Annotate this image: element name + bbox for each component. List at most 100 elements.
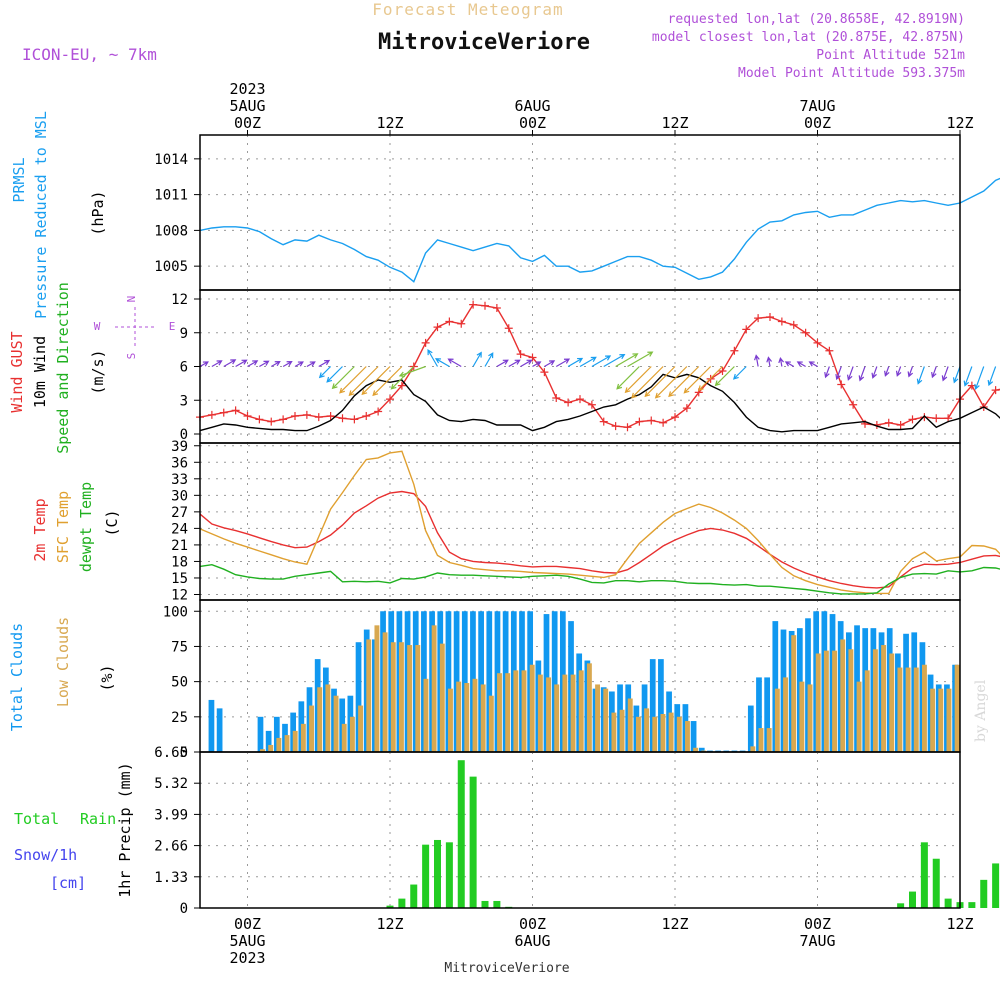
clouds-total-clouds-bar [257, 716, 264, 752]
clouds-low-clouds-bar [268, 744, 274, 752]
wind-arrow [579, 356, 597, 368]
wind-arrow [447, 358, 462, 368]
gust-marker [742, 325, 751, 334]
compass-north: N [125, 296, 138, 303]
bottom-time-label: 00Z [519, 915, 546, 933]
clouds-low-clouds-bar [840, 639, 846, 752]
rain-bar [932, 858, 940, 908]
wind-ytick-label: 9 [180, 326, 188, 342]
pressure-prmsl-line [199, 177, 1000, 283]
clouds-low-clouds-bar [423, 678, 429, 752]
gust-marker [338, 414, 347, 423]
top-time-label: 5AUG [229, 97, 265, 115]
clouds-ytick-label: 75 [171, 639, 188, 655]
temperature-frame [199, 442, 961, 601]
clouds-low-clouds-bar [832, 650, 838, 752]
bottom-time-label: 6AUG [514, 932, 550, 950]
wind-arrow [627, 351, 654, 368]
precip-snow-unit-label: [cm] [50, 874, 86, 892]
wind-arrow [434, 358, 450, 368]
precip-unit-label: 1hr Precip (mm) [116, 762, 134, 897]
temperature-ytick-label: 33 [171, 472, 188, 488]
top-time-label: 7AUG [799, 97, 835, 115]
bottom-time-label: 00Z [804, 915, 831, 933]
clouds-ytick-label: 0 [180, 745, 188, 761]
clouds-low-clouds-bar [390, 642, 396, 752]
gust-marker [623, 423, 632, 432]
wind-arrow [858, 366, 866, 382]
temp-dewpt-label: dewpt Temp [77, 482, 95, 572]
clouds-low-clouds-bar [349, 716, 355, 752]
clouds-low-clouds-bar [750, 746, 756, 752]
rain-bar [944, 898, 952, 908]
precip-ytick-label: 6.65 [154, 745, 188, 761]
clouds-total-clouds-bar [208, 699, 215, 752]
total-clouds-label: Total Clouds [8, 623, 26, 731]
gust-marker [611, 422, 620, 431]
clouds-low-clouds-bar [382, 632, 388, 752]
clouds-low-clouds-bar [693, 747, 699, 752]
clouds-low-clouds-bar [260, 749, 265, 752]
temperature-ytick-label: 21 [171, 538, 188, 554]
clouds-low-clouds-bar [456, 681, 462, 752]
pressure-label-msl: Pressure Reduced to MSL [32, 111, 50, 319]
clouds-low-clouds-bar [546, 677, 551, 752]
clouds-low-clouds-bar [766, 728, 772, 752]
clouds-low-clouds-bar [783, 677, 788, 752]
wind-arrow [223, 359, 237, 368]
clouds-low-clouds-bar [513, 670, 519, 752]
clouds-low-clouds-bar [570, 674, 576, 752]
wind-arrow [916, 366, 925, 385]
temperature-ytick-label: 39 [171, 439, 188, 455]
gust-marker [908, 415, 917, 424]
wind-direction-label: Speed and Direction [54, 282, 72, 454]
gust-marker [433, 323, 442, 332]
clouds-total-clouds-bar [478, 611, 484, 752]
clouds-ytick-label: 100 [163, 604, 188, 620]
temp-sfc-label: SFC Temp [54, 491, 72, 563]
wind-arrow [235, 359, 248, 368]
compass-cross-icon [115, 307, 155, 347]
gust-marker [279, 415, 288, 424]
wind-arrow [683, 366, 712, 394]
wind-arrow [211, 360, 223, 368]
gust-marker [635, 417, 644, 426]
gust-marker [837, 380, 846, 389]
gust-marker [469, 300, 478, 309]
model-altitude: Model Point Altitude 593.375m [738, 66, 965, 81]
wind-arrow [824, 366, 830, 379]
temperature-ytick-label: 36 [171, 455, 188, 471]
top-time-label: 12Z [376, 114, 403, 132]
wind-arrow [339, 366, 367, 394]
clouds-low-clouds-bar [309, 705, 314, 752]
clouds-low-clouds-bar [685, 721, 690, 752]
temp-2m-label: 2m Temp [31, 498, 49, 561]
gust-marker [587, 400, 596, 409]
closest-coords: model closest lon,lat (20.875E, 42.875N) [652, 30, 965, 45]
wind-arrow [199, 361, 209, 368]
gust-marker [516, 350, 525, 359]
gust-marker [492, 304, 501, 312]
wind-arrow [372, 366, 403, 397]
wind-arrow [520, 359, 533, 368]
clouds-low-clouds-bar [578, 670, 584, 752]
wind-arrow [644, 366, 676, 398]
footer-station-name: MitroviceVeriore [444, 961, 569, 976]
wind-arrow [754, 354, 760, 367]
clouds-low-clouds-bar [374, 625, 380, 752]
wind-arrow [974, 366, 985, 391]
wind-arrow [784, 361, 795, 368]
temperature-ytick-label: 27 [171, 505, 188, 521]
wind-arrow [884, 366, 890, 377]
clouds-low-clouds-bar [292, 730, 298, 752]
precip-ytick-label: 1.33 [154, 870, 188, 886]
wind-arrow [987, 366, 997, 387]
wind-arrow [603, 353, 626, 368]
clouds-low-clouds-bar [276, 737, 282, 752]
bottom-time-label: 7AUG [799, 932, 835, 950]
clouds-low-clouds-bar [317, 687, 323, 752]
gust-marker [362, 412, 371, 420]
wind-arrow [591, 355, 612, 368]
clouds-ytick-label: 25 [171, 710, 188, 726]
